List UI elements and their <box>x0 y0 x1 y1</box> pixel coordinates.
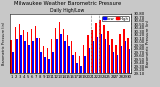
Bar <box>115 45 117 73</box>
Bar <box>76 63 78 73</box>
Bar <box>44 57 46 73</box>
Bar <box>27 32 28 73</box>
Bar <box>55 28 56 73</box>
Bar <box>92 41 94 73</box>
Bar <box>87 35 88 73</box>
Bar <box>20 35 22 73</box>
Bar <box>105 39 106 73</box>
Bar <box>12 52 14 73</box>
Bar <box>32 41 34 73</box>
Bar <box>125 41 126 73</box>
Bar <box>40 52 42 73</box>
Bar <box>72 55 74 73</box>
Bar <box>43 46 44 73</box>
Text: Barometric Pressure (in): Barometric Pressure (in) <box>2 22 6 65</box>
Y-axis label: Barometric Pressure (in): Barometric Pressure (in) <box>146 20 150 67</box>
Bar <box>39 38 40 73</box>
Bar <box>48 59 50 73</box>
Bar <box>127 38 129 73</box>
Bar <box>83 45 84 73</box>
Bar <box>16 39 18 73</box>
Bar <box>31 29 32 73</box>
Bar <box>35 26 36 73</box>
Bar <box>109 45 110 73</box>
Bar <box>23 30 24 73</box>
Bar <box>99 20 101 73</box>
Bar <box>88 48 90 73</box>
Text: Milwaukee Weather Barometric Pressure: Milwaukee Weather Barometric Pressure <box>14 1 121 6</box>
Bar <box>101 34 102 73</box>
Bar <box>19 24 20 73</box>
Bar <box>71 41 72 73</box>
Bar <box>67 35 68 73</box>
Bar <box>51 39 52 73</box>
Text: Daily High/Low: Daily High/Low <box>50 8 84 13</box>
Bar <box>36 38 38 73</box>
Bar <box>121 46 122 73</box>
Bar <box>56 39 58 73</box>
Bar <box>107 31 109 73</box>
Bar <box>75 52 76 73</box>
Bar <box>84 56 86 73</box>
Bar <box>59 22 60 73</box>
Bar <box>119 34 121 73</box>
Legend: Low, High: Low, High <box>102 16 129 21</box>
Bar <box>117 55 118 73</box>
Bar <box>52 52 54 73</box>
Bar <box>47 48 48 73</box>
Bar <box>68 46 70 73</box>
Bar <box>111 39 113 73</box>
Bar <box>103 25 105 73</box>
Bar <box>113 52 114 73</box>
Bar <box>97 37 98 73</box>
Bar <box>28 45 30 73</box>
Bar <box>64 41 66 73</box>
Bar <box>15 27 16 73</box>
Bar <box>11 40 12 73</box>
Bar <box>24 41 26 73</box>
Bar <box>80 66 82 73</box>
Bar <box>60 34 62 73</box>
Bar <box>95 23 97 73</box>
Bar <box>63 29 64 73</box>
Bar <box>79 56 80 73</box>
Bar <box>123 29 125 73</box>
Bar <box>129 49 130 73</box>
Bar <box>91 30 92 73</box>
